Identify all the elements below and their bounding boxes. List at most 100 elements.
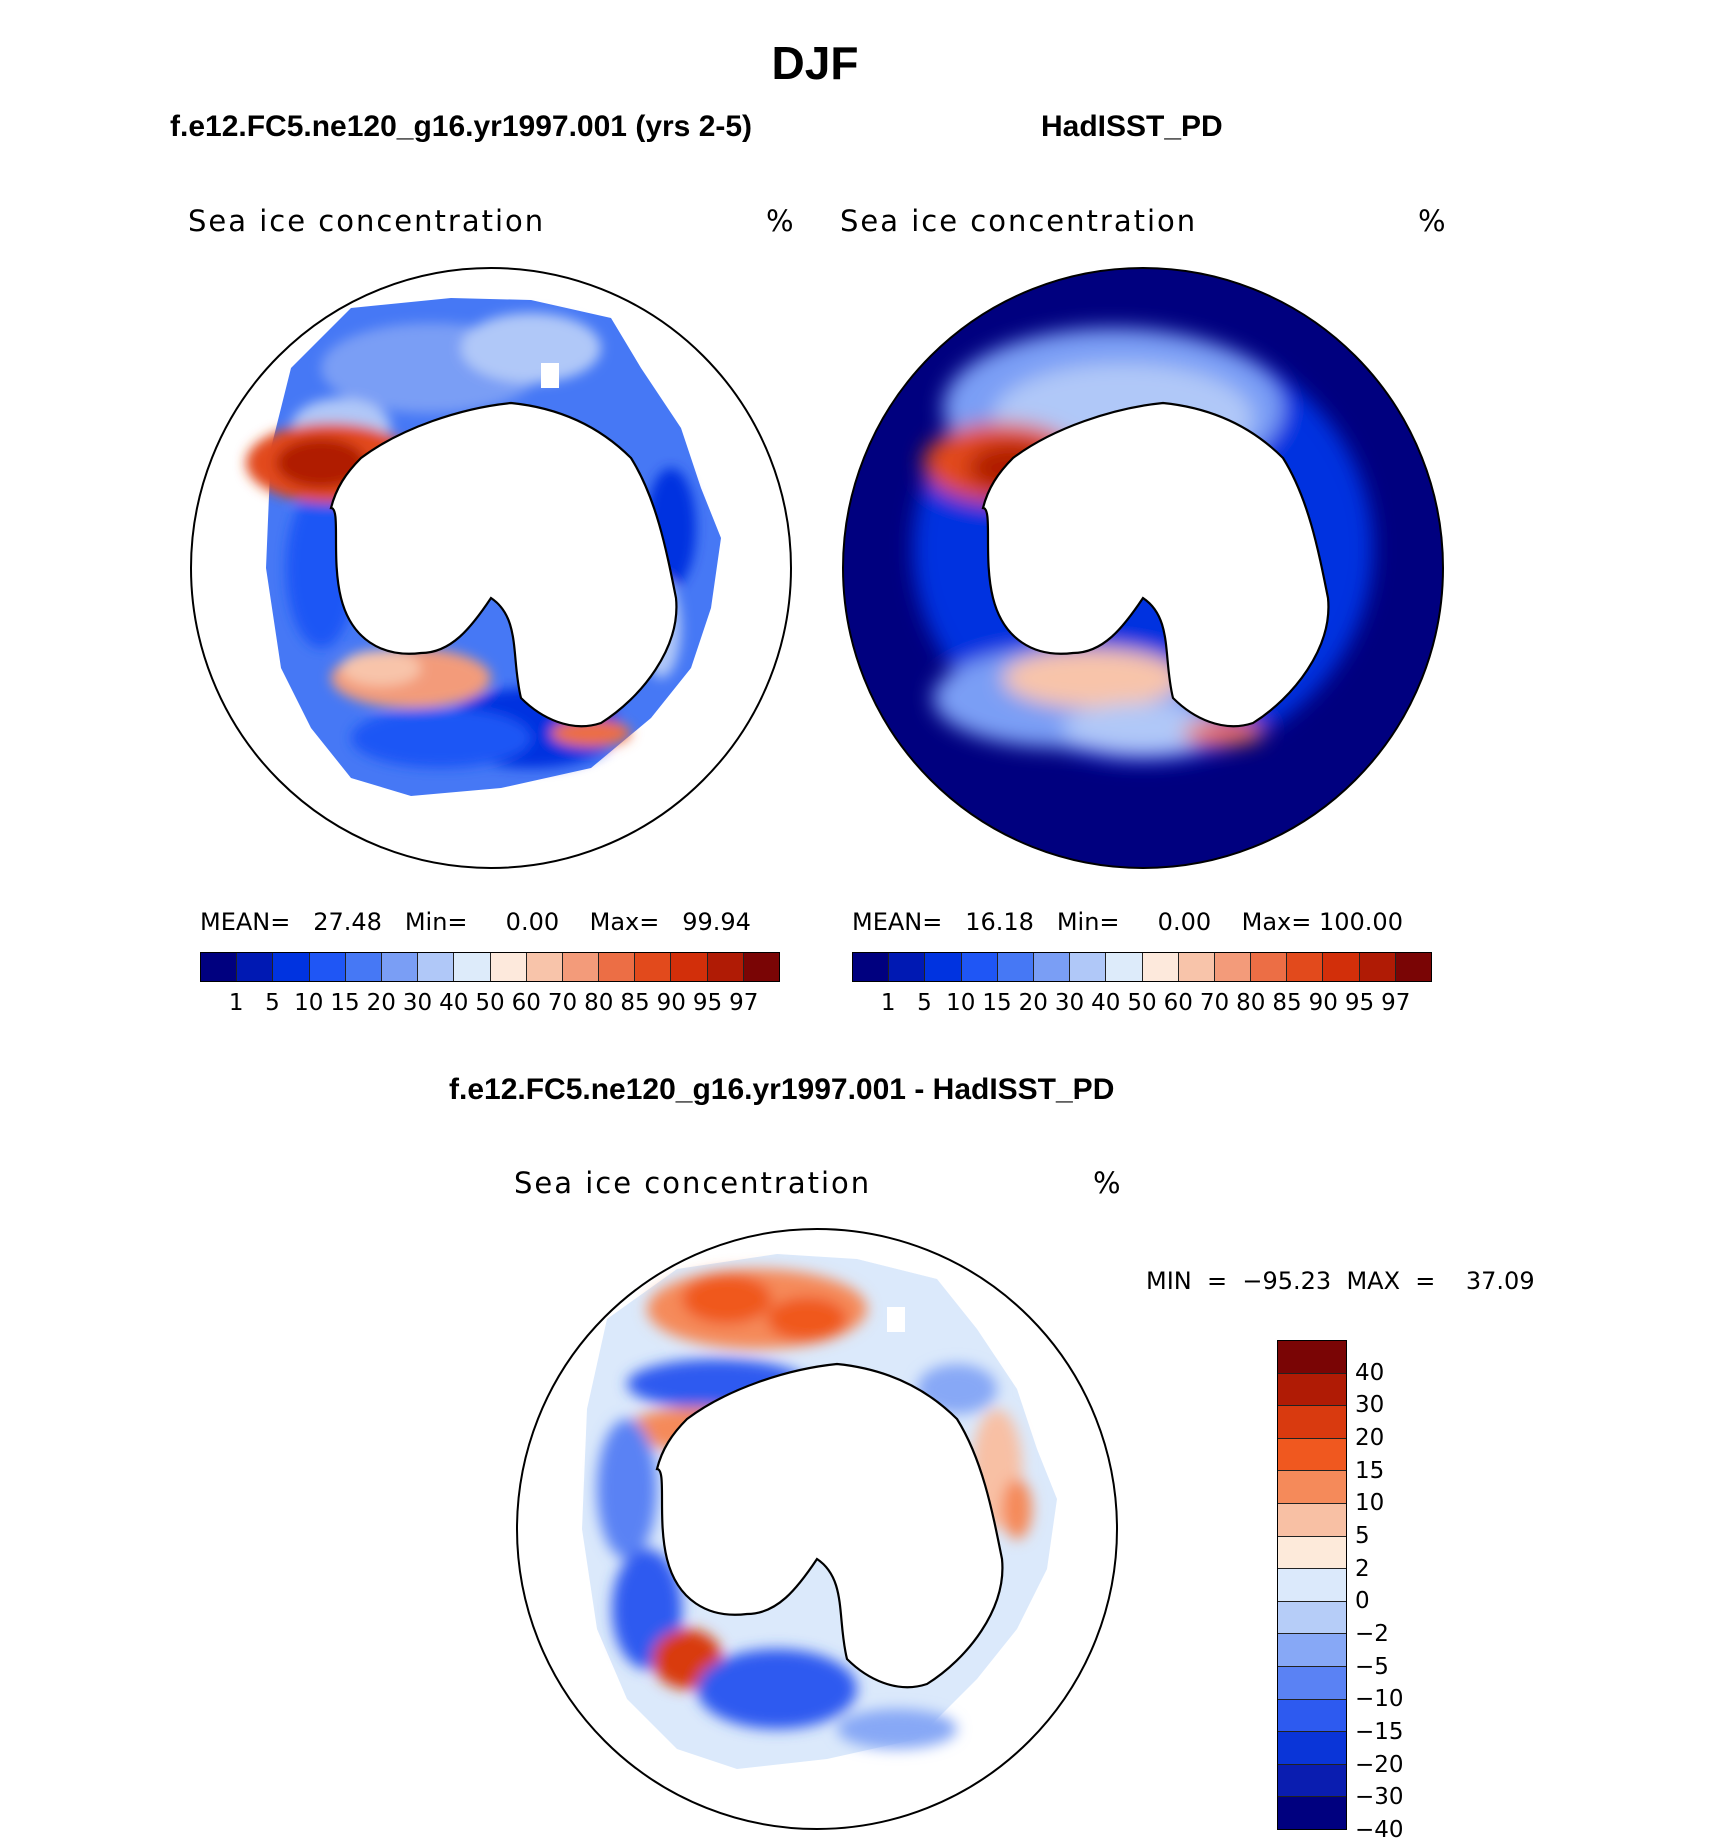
colorbar-tick-label: 60 (1163, 990, 1193, 1016)
colorbar-swatch (1278, 1764, 1346, 1798)
colorbar-swatch (1033, 953, 1071, 981)
colorbar-tick-label: 2 (1355, 1555, 1370, 1582)
panel-2-units: % (1418, 204, 1448, 238)
colorbar-swatch (562, 953, 600, 981)
colorbar-swatch (490, 953, 527, 981)
colorbar-swatch (925, 953, 962, 981)
colorbar-tick-label: −15 (1355, 1719, 1404, 1745)
colorbar-swatch (526, 953, 563, 981)
colorbar-tick-label: 10 (1355, 1490, 1385, 1517)
colorbar-tick-label: 30 (1355, 1392, 1385, 1419)
panel-1-stats: MEAN= 27.48 Min= 0.00 Max= 99.94 (200, 908, 751, 936)
colorbar-tick-label: 80 (1236, 990, 1266, 1016)
colorbar-swatch (1070, 953, 1107, 981)
colorbar-swatch (309, 953, 346, 981)
panel-2-variable-label: Sea ice concentration (840, 204, 1198, 238)
colorbar-tick-label: 0 (1355, 1588, 1370, 1615)
colorbar-swatch (1278, 1569, 1346, 1602)
figure-title: DJF (771, 37, 859, 89)
colorbar-tick-label: 20 (366, 990, 396, 1016)
colorbar-tick-label: 70 (1199, 990, 1230, 1016)
colorbar-swatch (1278, 1406, 1346, 1439)
colorbar-swatch (1323, 953, 1360, 981)
colorbar-swatch (1251, 953, 1288, 981)
colorbar-swatch (1395, 953, 1431, 981)
colorbar-tick-label: −40 (1355, 1817, 1404, 1843)
map-boundary (190, 267, 792, 869)
colorbar-tick-label: 97 (729, 990, 759, 1016)
panel-3-stats: MIN = −95.23 MAX = 37.09 (1146, 1267, 1535, 1295)
colorbar-swatch (599, 953, 636, 981)
colorbar-swatch (1278, 1732, 1346, 1765)
colorbar-tick-label: 10 (946, 990, 976, 1016)
colorbar-swatch (1278, 1373, 1346, 1407)
colorbar-swatch (997, 953, 1034, 981)
colorbar-swatch (1278, 1341, 1346, 1374)
colorbar-tick-label: 15 (982, 990, 1012, 1016)
colorbar-tick-label: 90 (656, 990, 686, 1016)
colorbar-tick-label: 5 (1355, 1523, 1370, 1549)
colorbar-swatch (273, 953, 310, 981)
map-boundary (842, 267, 1444, 869)
colorbar-tick-label: −30 (1355, 1784, 1404, 1811)
colorbar-tick-label: 40 (1091, 990, 1121, 1016)
colorbar-swatch (1278, 1503, 1346, 1537)
colorbar-swatch (345, 953, 382, 981)
colorbar-tick-label: 95 (1344, 990, 1375, 1016)
colorbar-tick-label: −10 (1355, 1686, 1404, 1713)
colorbar-tick-label: 85 (620, 990, 650, 1016)
colorbar-model (200, 952, 780, 982)
colorbar-swatch (743, 953, 779, 981)
panel-2-stats: MEAN= 16.18 Min= 0.00 Max= 100.00 (852, 908, 1403, 936)
colorbar-swatch (1278, 1634, 1346, 1667)
colorbar-difference (1277, 1340, 1347, 1830)
colorbar-swatch (418, 953, 455, 981)
colorbar-tick-label: 20 (1355, 1425, 1385, 1451)
colorbar-swatch (853, 953, 890, 981)
panel-2-title: HadISST_PD (1041, 110, 1223, 143)
panel-3-title: f.e12.FC5.ne120_g16.yr1997.001 - HadISST… (449, 1073, 1115, 1106)
colorbar-swatch (1278, 1536, 1346, 1570)
panel-1-units: % (766, 204, 796, 238)
panel-1-variable-label: Sea ice concentration (188, 204, 546, 238)
colorbar-swatch (1278, 1438, 1346, 1472)
colorbar-swatch (1142, 953, 1179, 981)
colorbar-tick-label: 20 (1018, 990, 1048, 1016)
map-model (190, 267, 792, 869)
colorbar-tick-label: 30 (402, 990, 433, 1016)
colorbar-swatch (635, 953, 672, 981)
colorbar-tick-label: −2 (1355, 1621, 1389, 1647)
colorbar-tick-label: 80 (584, 990, 614, 1016)
colorbar-tick-label: 5 (917, 990, 932, 1016)
map-boundary (516, 1228, 1118, 1830)
colorbar-swatch (961, 953, 998, 981)
colorbar-tick-label: −20 (1355, 1751, 1404, 1778)
colorbar-tick-label: 5 (265, 990, 280, 1016)
panel-3-variable-label: Sea ice concentration (514, 1166, 872, 1200)
colorbar-tick-label: 85 (1272, 990, 1302, 1016)
colorbar-tick-label: 1 (880, 990, 896, 1016)
colorbar-tick-label: −5 (1355, 1653, 1389, 1680)
map-observed (842, 267, 1444, 869)
colorbar-swatch (1278, 1699, 1346, 1733)
colorbar-tick-label: 1 (228, 990, 244, 1016)
colorbar-swatch (1278, 1471, 1346, 1504)
antarctica-coastline (655, 1362, 1004, 1689)
colorbar-swatch (201, 953, 238, 981)
colorbar-swatch (1278, 1666, 1346, 1700)
colorbar-swatch (671, 953, 708, 981)
colorbar-tick-label: 90 (1308, 990, 1338, 1016)
panel-3-units: % (1093, 1166, 1123, 1200)
colorbar-tick-label: 97 (1381, 990, 1411, 1016)
colorbar-observed (852, 952, 1432, 982)
colorbar-tick-label: 70 (547, 990, 578, 1016)
colorbar-tick-label: 60 (511, 990, 541, 1016)
colorbar-swatch (1278, 1601, 1346, 1635)
colorbar-swatch (381, 953, 419, 981)
colorbar-tick-label: 15 (1355, 1457, 1385, 1484)
panel-1-title: f.e12.FC5.ne120_g16.yr1997.001 (yrs 2-5) (170, 110, 753, 143)
colorbar-swatch (1178, 953, 1215, 981)
colorbar-swatch (1106, 953, 1143, 981)
colorbar-swatch (1278, 1797, 1346, 1829)
antarctica-coastline (329, 401, 678, 728)
